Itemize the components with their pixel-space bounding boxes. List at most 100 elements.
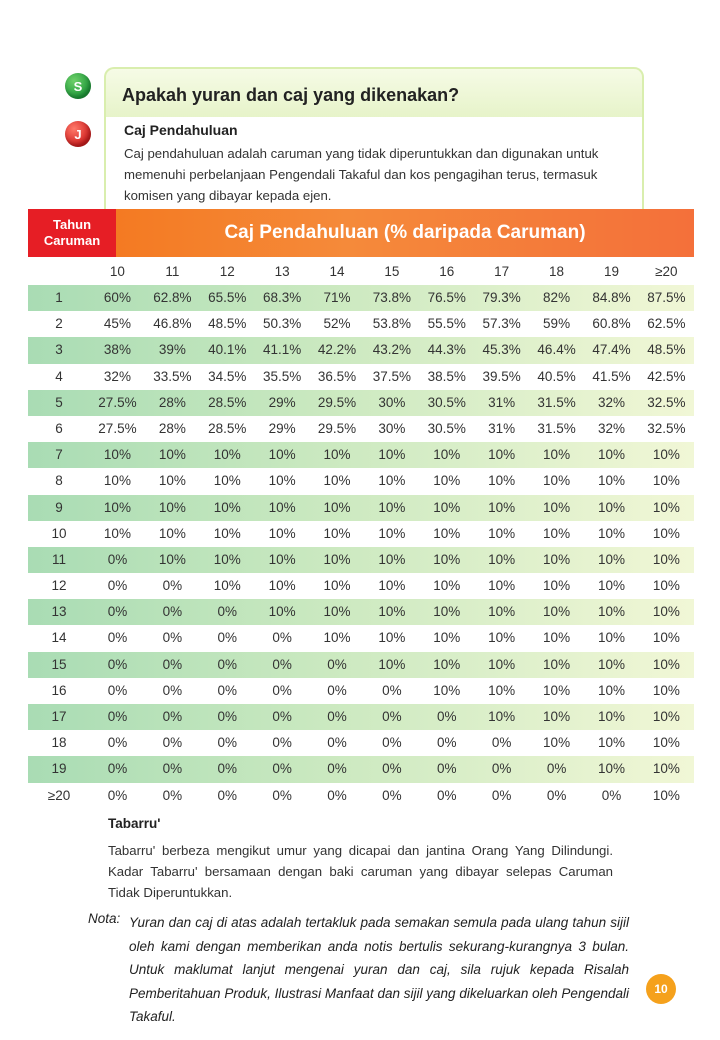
- table-cell: 10%: [323, 447, 351, 463]
- table-cell: 31%: [488, 394, 516, 410]
- row-year: 13: [51, 604, 67, 620]
- table-cell: 10%: [597, 630, 625, 646]
- table-cell: 44.3%: [427, 342, 466, 358]
- page-number: 10: [646, 974, 676, 1004]
- table-cell: 0%: [272, 630, 292, 646]
- column-header: 15: [384, 264, 400, 279]
- column-header: 11: [165, 264, 180, 279]
- table-cell: 10%: [213, 499, 241, 515]
- s-badge-icon: S: [65, 73, 91, 99]
- table-cell: 10%: [543, 578, 571, 594]
- table-cell: 57.3%: [482, 316, 521, 332]
- column-header: 18: [549, 264, 565, 279]
- table-cell: 0%: [382, 682, 402, 698]
- table-cell: 0%: [272, 709, 292, 724]
- table-row: 19 0% 0% 0% 0% 0% 0% 0% 0% 0% 10% 10%: [28, 756, 694, 783]
- table-cell: 10%: [652, 630, 680, 646]
- table-cell: 43.2%: [372, 342, 412, 358]
- table-cell: 10%: [488, 656, 516, 672]
- table-cell: 0%: [107, 761, 128, 777]
- table-cell: 42.5%: [647, 368, 686, 384]
- table-cell: 0%: [272, 761, 292, 777]
- table-cell: 10%: [378, 578, 406, 594]
- table-cell: 10%: [543, 630, 571, 646]
- table-cell: 10%: [543, 447, 571, 463]
- table-cell: 10%: [597, 551, 625, 567]
- table-cell: 29%: [268, 420, 296, 436]
- table-cell: 41.5%: [592, 368, 631, 384]
- note-label: Nota:: [88, 911, 121, 926]
- table-cell: 10%: [543, 735, 571, 751]
- table-cell: 0%: [162, 787, 183, 803]
- row-year: 6: [55, 420, 63, 436]
- table-cell: 10%: [433, 525, 461, 541]
- table-row: 7 10% 10% 10% 10% 10% 10% 10% 10% 10% 10% 10%: [28, 442, 694, 469]
- table-cell: 10%: [158, 499, 186, 515]
- table-cell: 84.8%: [592, 290, 631, 305]
- row-year: 19: [51, 761, 67, 777]
- table-cell: 62.8%: [153, 290, 192, 305]
- table-cell: 0%: [327, 787, 347, 803]
- table-cell: 10%: [433, 447, 461, 463]
- table-row: 4 32% 33.5% 34.5% 35.5% 36.5% 37.5% 38.5% 39.5% 4…: [28, 364, 694, 390]
- table-cell: 40.5%: [537, 368, 576, 384]
- table-cell: 76.5%: [427, 290, 466, 305]
- table-row: 11 0% 10% 10% 10% 10% 10% 10% 10% 10% 10% 10%: [28, 546, 694, 574]
- table-cell: 10%: [652, 735, 680, 751]
- table-cell: 30.5%: [427, 420, 466, 436]
- table-cell: 10%: [268, 525, 296, 541]
- table-cell: 10%: [433, 499, 461, 515]
- table-cell: 10%: [378, 473, 406, 489]
- table-cell: 28.5%: [208, 394, 247, 410]
- table-cell: 10%: [652, 682, 680, 698]
- table-cell: 48.5%: [208, 316, 247, 332]
- table-cell: 0%: [327, 682, 347, 698]
- question-box: [104, 67, 644, 119]
- row-year: 4: [55, 368, 63, 384]
- table-cell: 10%: [652, 473, 680, 489]
- row-year: 5: [55, 394, 63, 410]
- row-year: 3: [55, 342, 63, 358]
- table-cell: 10%: [543, 525, 571, 541]
- table-cell: 10%: [268, 578, 296, 594]
- table-cell: 10%: [158, 525, 186, 541]
- table-cell: 40.1%: [208, 342, 247, 358]
- table-cell: 28%: [158, 394, 186, 410]
- row-year: 11: [51, 551, 66, 567]
- table-cell: 82%: [543, 290, 571, 305]
- table-cell: 10%: [158, 447, 186, 463]
- table-cell: 10%: [543, 473, 571, 489]
- table-cell: 0%: [107, 682, 128, 698]
- note-text: Yuran dan caj di atas adalah tertakluk p…: [129, 915, 629, 1024]
- table-cell: 29.5%: [317, 394, 357, 410]
- table-cell: 10%: [652, 447, 680, 463]
- table-cell: 10%: [268, 447, 296, 463]
- table-cell: 0%: [217, 604, 237, 620]
- table-cell: 0%: [162, 578, 183, 594]
- row-year: 15: [51, 656, 67, 672]
- table-cell: 10%: [378, 499, 406, 515]
- table-cell: 10%: [378, 447, 406, 463]
- table-cell: 10%: [488, 578, 516, 594]
- table-cell: 71%: [323, 290, 351, 305]
- table-cell: 39.5%: [482, 368, 521, 384]
- table-cell: 32.5%: [647, 420, 686, 436]
- table-cell: 10%: [597, 525, 625, 541]
- table-cell: 0%: [162, 761, 183, 777]
- section-text: Caj pendahuluan adalah caruman yang tida…: [124, 146, 599, 203]
- table-cell: 0%: [217, 787, 237, 803]
- table-cell: 10%: [543, 682, 571, 698]
- column-header: ≥20: [655, 264, 678, 279]
- table-cell: 0%: [162, 682, 183, 698]
- row-year: 17: [51, 709, 67, 724]
- table-cell: 10%: [543, 709, 571, 724]
- table-cell: 0%: [107, 578, 128, 594]
- table-cell: 0%: [217, 656, 237, 672]
- table-cell: 35.5%: [262, 368, 302, 384]
- table-cell: 0%: [162, 735, 183, 751]
- table-cell: 10%: [488, 447, 516, 463]
- table-cell: 30%: [378, 420, 406, 436]
- table-cell: 10%: [488, 682, 516, 698]
- table-cell: 10%: [378, 656, 406, 672]
- table-row: 14 0% 0% 0% 0% 10% 10% 10% 10% 10% 10% 10%: [28, 625, 694, 651]
